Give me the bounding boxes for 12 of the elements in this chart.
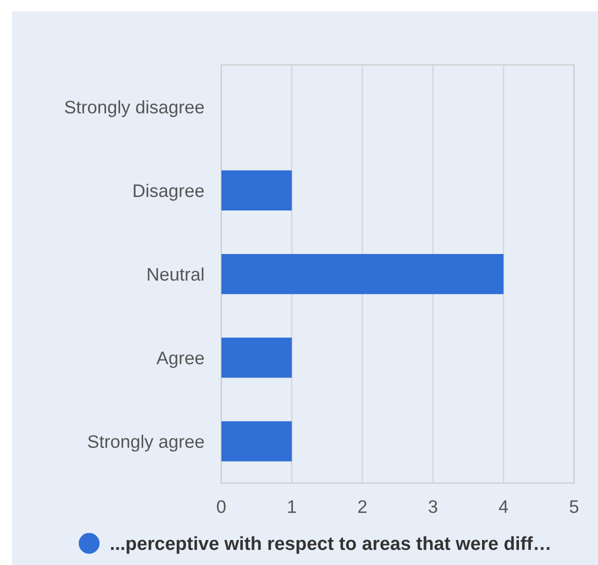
x-tick-label: 3 [428,500,438,514]
legend-label: ...perceptive with respect to areas that were diff… [111,536,550,554]
x-tick-label: 1 [288,500,296,513]
x-tick-label: 2 [358,500,367,513]
y-tick-label: Disagree [134,184,204,201]
y-tick-label: Neutral [148,267,204,281]
y-tick-label: Agree [156,352,204,368]
y-tick-label: Strongly agree [88,434,204,452]
x-tick-label: 4 [498,500,508,513]
x-tick-label: 5 [570,500,578,514]
y-tick-label: Strongly disagree [64,100,204,118]
x-tick-label: 0 [216,500,226,514]
